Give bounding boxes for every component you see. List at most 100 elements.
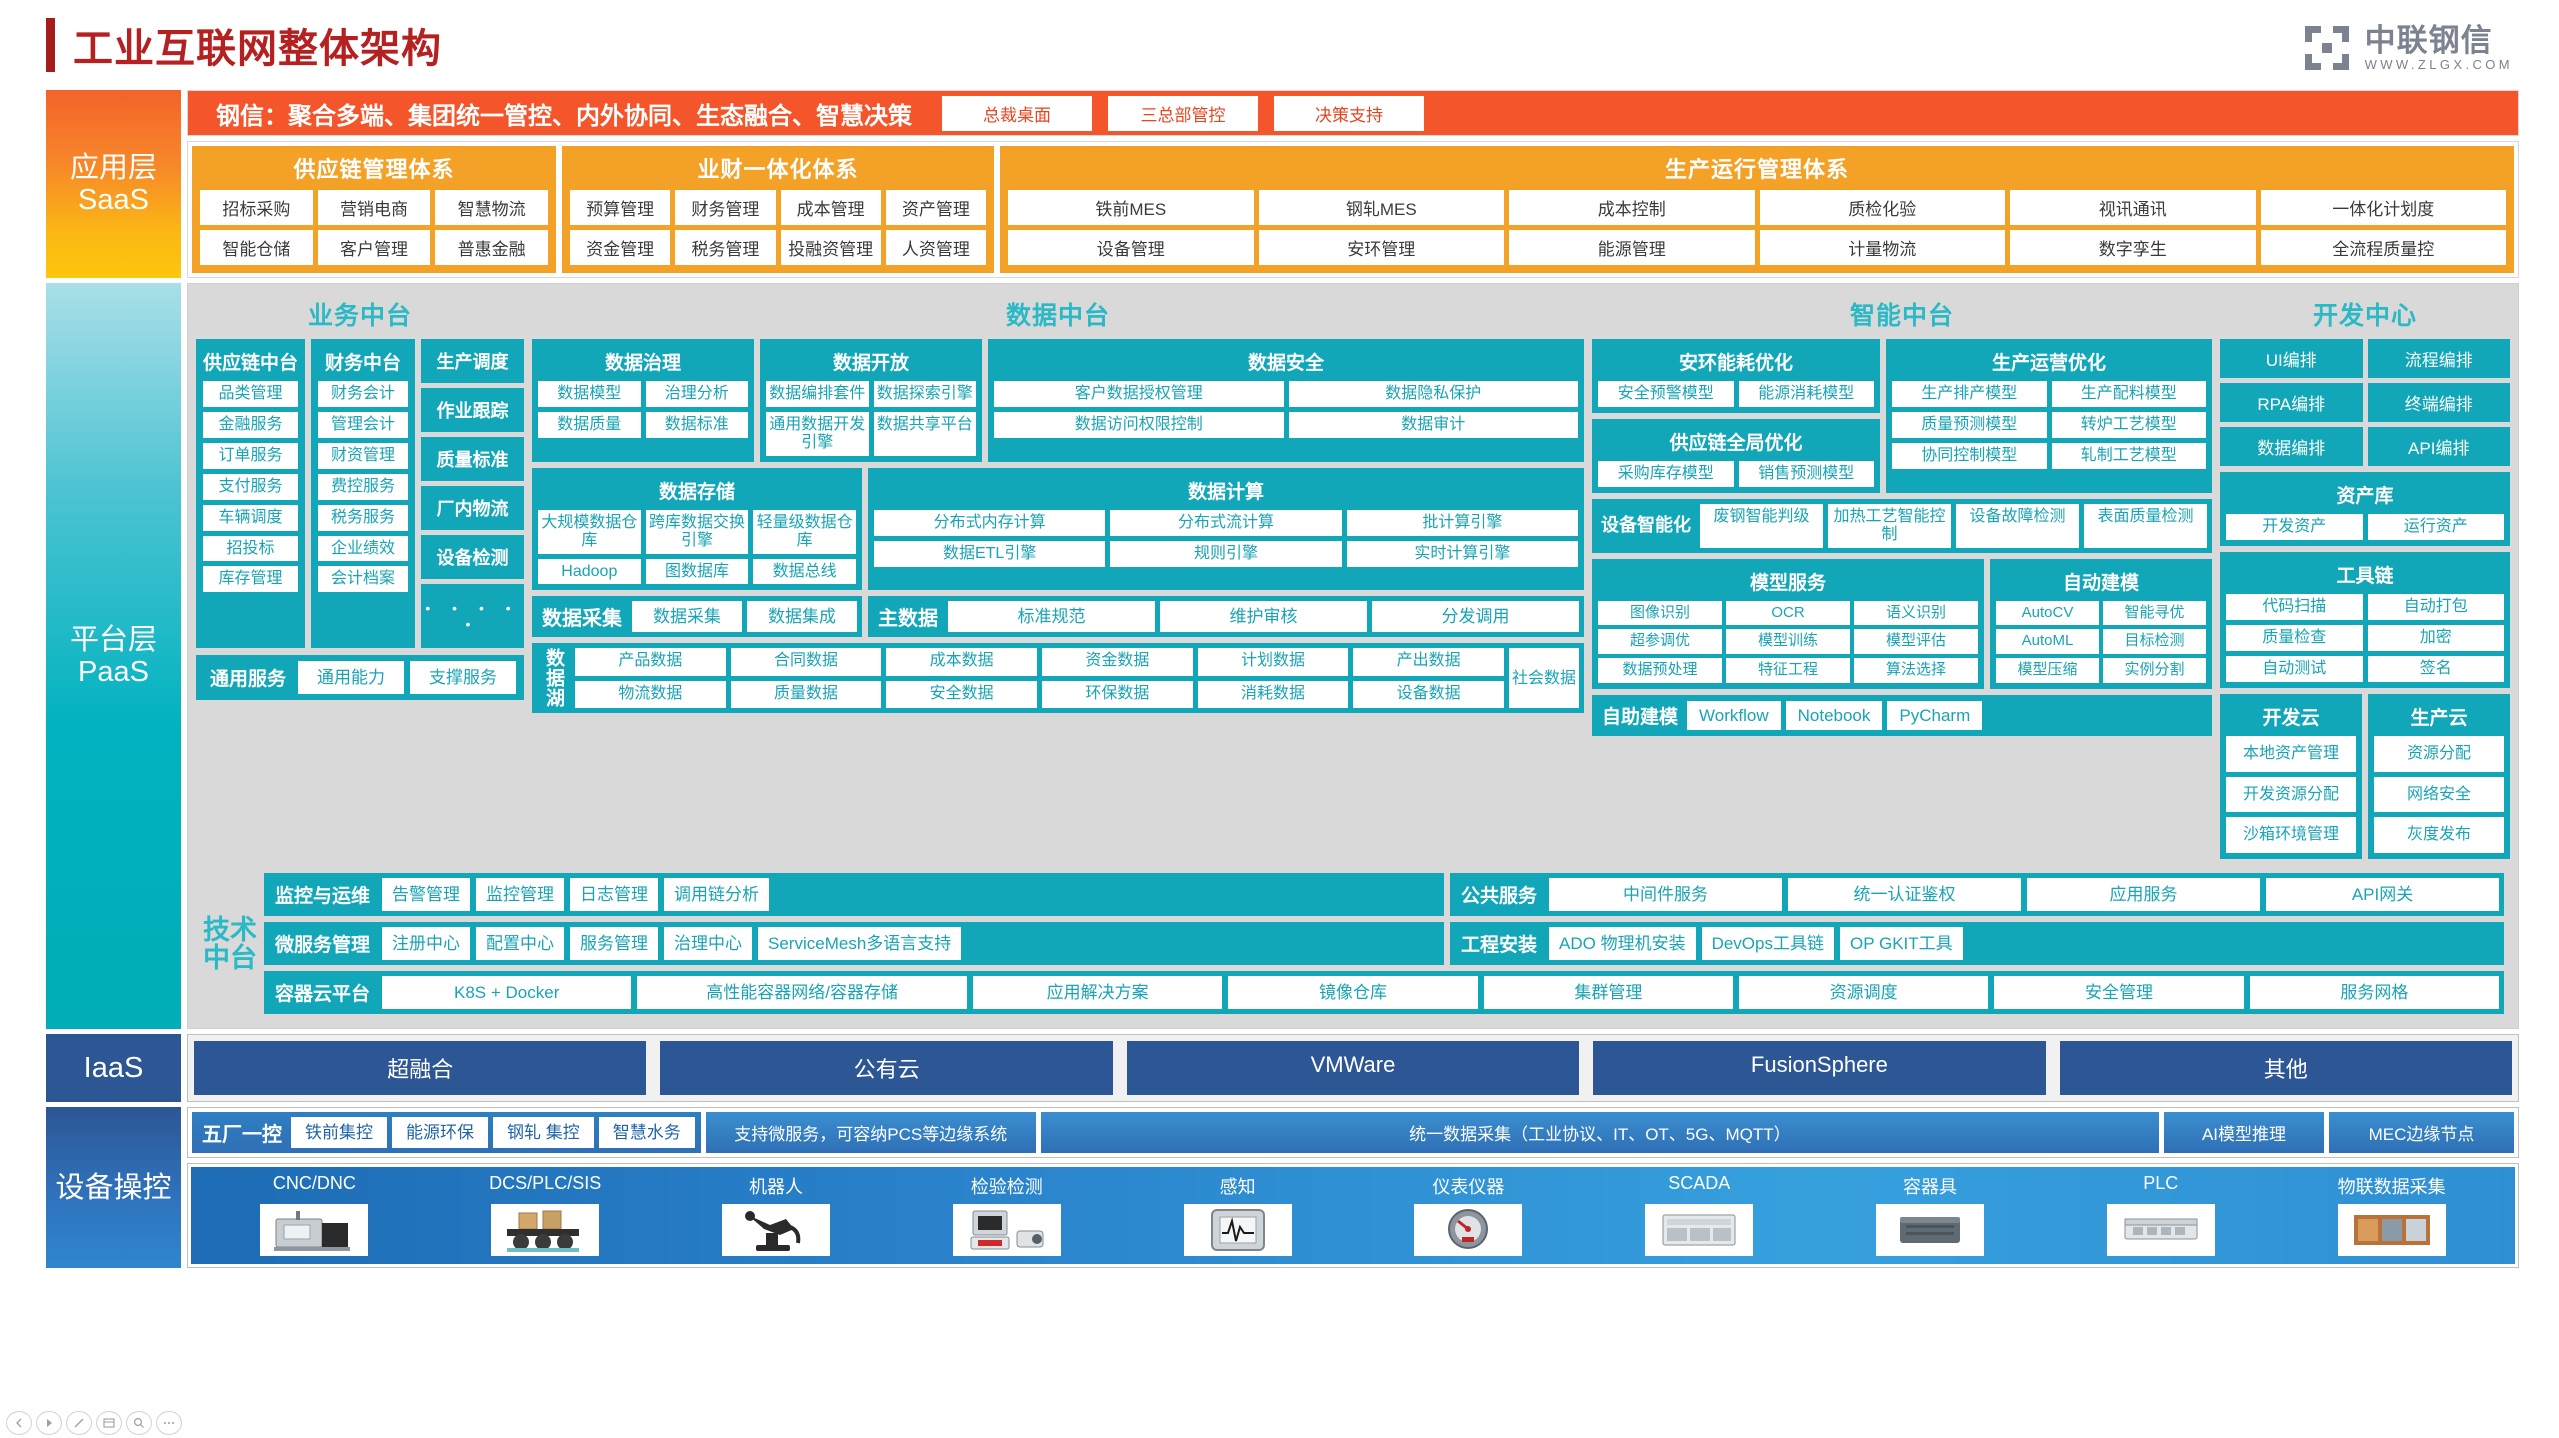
saas-cell[interactable]: 铁前MES [1008,190,1254,225]
list-item[interactable]: AutoCV [1996,600,2099,626]
edge-microservice-support[interactable]: 支持微服务，可容纳PCS等边缘系统 [705,1112,1036,1154]
list-item[interactable]: Workflow [1687,701,1781,731]
list-item[interactable]: AutoML [1996,629,2099,655]
list-item[interactable]: 图像识别 [1598,600,1722,626]
list-item[interactable]: 企业绩效 [318,535,409,562]
list-item[interactable]: 实例分割 [2103,658,2206,684]
list-item[interactable]: 治理分析 [645,381,748,407]
list-item[interactable]: 物流数据 [575,680,726,709]
list-item[interactable]: 车辆调度 [203,504,299,531]
saas-cell[interactable]: 一体化计划度 [2260,190,2506,225]
list-item[interactable]: 质量数据 [730,680,882,709]
list-item[interactable]: 模型训练 [1726,629,1850,655]
list-item[interactable]: 模型压缩 [1996,658,2099,684]
saas-cell[interactable]: 安环管理 [1258,230,1504,265]
list-item[interactable]: 加热工艺智能控制 [1828,503,1951,548]
list-item[interactable]: 本地资产管理 [2226,735,2356,772]
list-item[interactable]: 分布式流计算 [1110,509,1342,536]
list-item[interactable]: 批计算引擎 [1346,509,1578,536]
list-item[interactable]: 能源环保 [392,1117,488,1149]
list-item[interactable]: 废钢智能判级 [1700,503,1823,548]
list-item[interactable]: 设备检测 [421,535,524,579]
common-service-item[interactable]: 通用能力 [298,661,405,695]
list-item[interactable]: 库存管理 [203,566,299,593]
list-item[interactable]: 配置中心 [476,927,565,961]
saas-cell[interactable]: 能源管理 [1509,230,1755,265]
list-item[interactable]: 轻量级数据仓库 [753,509,856,554]
list-item[interactable]: 铁前集控 [291,1117,387,1149]
list-item[interactable]: 数据质量 [538,411,641,438]
list-item[interactable]: 流程编排 [2367,339,2510,378]
list-item[interactable]: 图数据库 [645,558,749,585]
list-item[interactable]: UI编排 [2220,339,2363,378]
list-item[interactable]: 服务管理 [570,927,659,961]
list-item[interactable]: 社会数据 [1509,648,1579,709]
list-item[interactable]: 安全管理 [1994,976,2244,1010]
saas-cell[interactable]: 人资管理 [885,230,986,265]
list-item[interactable]: ADO 物理机安装 [1549,927,1696,961]
list-item[interactable]: 算法选择 [1854,658,1978,684]
edge-unified-data-collection[interactable]: 统一数据采集（工业协议、IT、OT、5G、MQTT） [1040,1112,2159,1154]
list-item[interactable]: 分布式内存计算 [874,509,1106,536]
saas-cell[interactable]: 全流程质量控 [2260,230,2506,265]
list-item[interactable]: 数据预处理 [1598,658,1722,684]
saas-cell[interactable]: 钢轧MES [1258,190,1504,225]
list-item[interactable]: 质量预测模型 [1892,411,2047,438]
list-item[interactable]: 合同数据 [730,648,882,676]
list-item[interactable]: 产品数据 [575,648,726,676]
saas-cell[interactable]: 投融资管理 [780,230,881,265]
list-item[interactable]: 规则引擎 [1110,540,1342,567]
list-item[interactable]: 网络安全 [2374,776,2504,813]
list-item[interactable]: 终端编排 [2367,383,2510,422]
saas-cell[interactable]: 成本管理 [780,190,881,225]
list-item[interactable]: 实时计算引擎 [1346,540,1578,567]
saas-cell[interactable]: 视讯通讯 [2010,190,2256,225]
saas-cell[interactable]: 税务管理 [675,230,776,265]
list-item[interactable]: Hadoop [538,558,641,585]
list-item[interactable]: 签名 [2367,655,2504,682]
list-item[interactable]: 管理会计 [318,411,409,438]
list-item[interactable]: 智慧水务 [598,1117,695,1149]
list-item[interactable]: 调用链分析 [664,878,770,912]
list-item[interactable]: 会计档案 [318,566,409,593]
list-item[interactable]: 资金数据 [1042,648,1193,676]
list-item[interactable]: 消耗数据 [1197,680,1349,709]
list-item[interactable]: 自动测试 [2226,655,2363,682]
list-item[interactable]: 数据采集 [632,601,742,633]
list-item[interactable]: 资源分配 [2374,735,2504,772]
list-item[interactable]: 数据访问权限控制 [994,411,1284,438]
list-item[interactable]: 订单服务 [203,442,299,469]
list-item[interactable]: 应用解决方案 [972,976,1223,1010]
list-item[interactable]: 轧制工艺模型 [2051,442,2206,469]
list-item[interactable]: 数据编排套件 [766,381,869,407]
list-item[interactable]: 超参调优 [1598,629,1722,655]
list-item[interactable]: 产出数据 [1353,648,1504,676]
list-item[interactable]: 财资管理 [318,442,409,469]
list-item[interactable]: OCR [1726,600,1850,626]
saas-cell[interactable]: 设备管理 [1008,230,1254,265]
saas-cell[interactable]: 招标采购 [200,190,313,225]
list-item[interactable]: 财务会计 [318,381,409,407]
list-item[interactable]: 数据审计 [1288,411,1578,438]
list-item[interactable]: 品类管理 [203,381,299,407]
iaas-item[interactable]: FusionSphere [1593,1041,2046,1096]
saas-cell[interactable]: 客户管理 [317,230,431,265]
more-icon[interactable] [156,1411,182,1435]
list-item[interactable]: 数据隐私保护 [1288,381,1578,407]
list-item[interactable]: 分发调用 [1372,601,1579,633]
list-item[interactable]: 数据ETL引擎 [874,540,1106,567]
iaas-item[interactable]: 其他 [2059,1041,2512,1096]
saas-cell[interactable]: 计量物流 [1759,230,2005,265]
list-item[interactable]: 作业跟踪 [421,388,524,432]
list-item[interactable]: 特征工程 [1726,658,1850,684]
list-item[interactable]: 运行资产 [2367,514,2504,540]
saas-cell[interactable]: 质检化验 [1759,190,2005,225]
list-item[interactable]: 灰度发布 [2374,817,2504,854]
list-item[interactable]: 集群管理 [1483,976,1733,1010]
saas-cell[interactable]: 资金管理 [570,230,671,265]
list-item[interactable]: 转炉工艺模型 [2051,411,2206,438]
list-item[interactable]: ServiceMesh多语言支持 [758,927,962,961]
list-item[interactable]: 数据总线 [753,558,856,585]
list-item[interactable]: 设备故障检测 [1956,503,2079,548]
list-item[interactable]: 日志管理 [570,878,659,912]
